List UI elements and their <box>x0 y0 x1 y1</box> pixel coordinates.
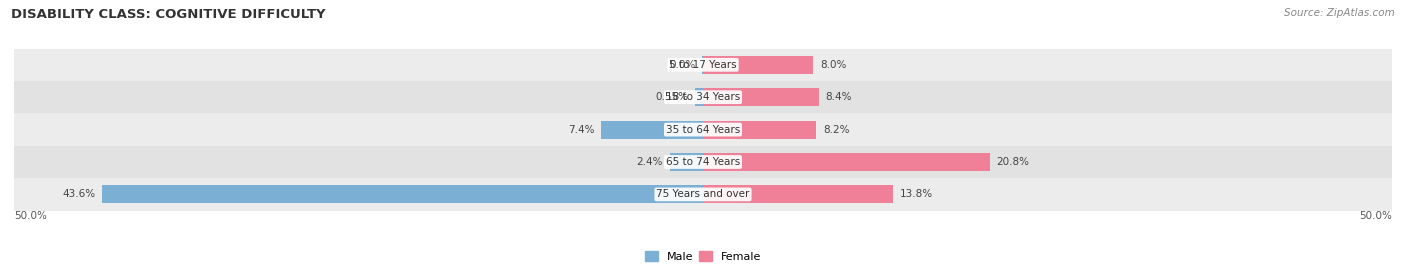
Text: 35 to 64 Years: 35 to 64 Years <box>666 124 740 135</box>
Text: 7.4%: 7.4% <box>568 124 595 135</box>
Text: DISABILITY CLASS: COGNITIVE DIFFICULTY: DISABILITY CLASS: COGNITIVE DIFFICULTY <box>11 8 326 21</box>
Text: 75 Years and over: 75 Years and over <box>657 189 749 200</box>
Bar <box>14 146 1392 178</box>
Text: 50.0%: 50.0% <box>14 211 46 221</box>
Bar <box>14 49 1392 81</box>
Text: 8.4%: 8.4% <box>825 92 852 102</box>
Bar <box>703 185 893 203</box>
Text: 8.0%: 8.0% <box>820 60 846 70</box>
Text: 50.0%: 50.0% <box>1360 211 1392 221</box>
Bar <box>14 81 1392 113</box>
Text: 65 to 74 Years: 65 to 74 Years <box>666 157 740 167</box>
Bar <box>103 185 703 203</box>
Bar <box>669 153 703 171</box>
Text: Source: ZipAtlas.com: Source: ZipAtlas.com <box>1284 8 1395 18</box>
Text: 43.6%: 43.6% <box>62 189 96 200</box>
Text: 8.2%: 8.2% <box>823 124 849 135</box>
Bar <box>696 88 703 106</box>
Text: 18 to 34 Years: 18 to 34 Years <box>666 92 740 102</box>
Legend: Male, Female: Male, Female <box>640 247 766 266</box>
Text: 13.8%: 13.8% <box>900 189 934 200</box>
Bar <box>703 88 818 106</box>
Bar <box>14 178 1392 211</box>
Bar <box>14 113 1392 146</box>
Bar <box>600 121 703 139</box>
Text: 20.8%: 20.8% <box>997 157 1029 167</box>
Bar <box>703 153 990 171</box>
Text: 0.55%: 0.55% <box>655 92 689 102</box>
Text: 5 to 17 Years: 5 to 17 Years <box>669 60 737 70</box>
Text: 2.4%: 2.4% <box>637 157 664 167</box>
Bar <box>703 121 815 139</box>
Text: 0.0%: 0.0% <box>669 60 696 70</box>
Bar <box>703 56 813 74</box>
